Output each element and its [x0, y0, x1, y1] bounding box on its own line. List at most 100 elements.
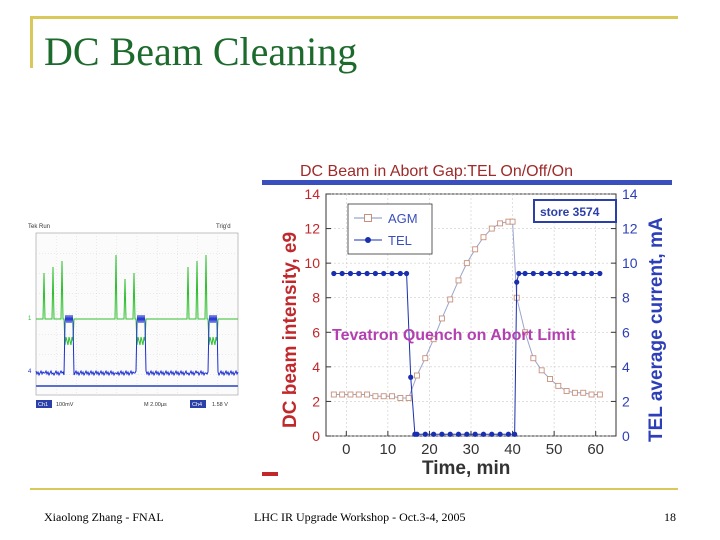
data-point-agm	[509, 218, 516, 225]
data-point-agm	[530, 355, 537, 362]
data-point-agm	[563, 388, 570, 395]
data-point-tel	[530, 270, 536, 277]
scope-label-trigd: Trig'd	[216, 224, 231, 230]
x-axis-label: Time, min	[422, 458, 510, 479]
y2-tick-label: 12	[622, 221, 638, 237]
slide-title: DC Beam Cleaning	[44, 29, 358, 74]
red-marker-bar	[262, 472, 278, 476]
data-point-tel	[339, 270, 345, 277]
y2-axis-ticks: 0 2 4 6 8 10 12 14	[611, 186, 638, 444]
data-point-agm	[580, 389, 587, 396]
data-point-tel	[564, 270, 570, 277]
data-point-tel	[547, 270, 553, 277]
y-tick-label: 14	[304, 186, 320, 202]
y-tick-label: 10	[304, 255, 320, 271]
data-point-agm	[430, 336, 437, 343]
data-point-tel	[408, 374, 414, 380]
data-point-tel	[588, 270, 595, 277]
data-point-tel	[331, 270, 337, 277]
data-point-tel	[580, 270, 586, 277]
data-point-tel	[464, 431, 470, 437]
legend-tel-label: TEL	[388, 233, 412, 248]
y2-tick-label: 14	[622, 186, 638, 202]
x-tick-label: 50	[546, 441, 563, 458]
scope-timebase: M 2.00µs	[144, 402, 167, 408]
scope-grid	[36, 233, 238, 395]
data-point-tel	[480, 431, 487, 437]
y2-tick-label: 8	[622, 290, 630, 306]
scope-label-tek-run: Tek Run	[28, 224, 50, 230]
data-point-tel	[505, 431, 512, 437]
oscilloscope-screenshot: Tek Run Trig'd 1 4 Ch1 100mV M 2.00µs Ch…	[26, 215, 248, 411]
data-point-tel	[364, 270, 370, 277]
y2-axis-label: TEL average current, mA	[646, 217, 667, 442]
legend-tel-marker	[365, 237, 371, 243]
y-tick-label: 4	[312, 359, 320, 375]
footer-author: Xiaolong Zhang - FNAL	[44, 510, 164, 524]
page-number: 18	[664, 510, 676, 524]
x-tick-label: 0	[342, 441, 350, 458]
data-point-tel	[489, 431, 495, 437]
data-point-agm	[555, 382, 562, 389]
store-annotation: store 3574	[540, 205, 600, 219]
data-point-tel	[447, 431, 453, 437]
chart-title: DC Beam in Abort Gap:TEL On/Off/On	[300, 163, 573, 180]
x-tick-label: 10	[380, 441, 397, 458]
data-point-agm	[380, 393, 387, 400]
legend-agm-label: AGM	[388, 211, 418, 226]
data-point-agm	[330, 391, 337, 398]
footer-event: LHC IR Upgrade Workshop - Oct.3-4, 2005	[254, 510, 466, 524]
data-point-tel	[539, 270, 545, 277]
y2-tick-label: 0	[622, 428, 630, 444]
data-point-agm	[414, 372, 420, 379]
data-point-agm	[522, 329, 528, 336]
title-rule-left	[30, 16, 33, 68]
tel-beam-chart: DC Beam in Abort Gap:TEL On/Off/On 0 10 20…	[262, 163, 672, 479]
y-axis-label: DC beam intensity, e9	[280, 232, 301, 428]
data-point-tel	[347, 270, 354, 277]
y2-tick-label: 4	[622, 359, 630, 375]
legend-agm-marker	[364, 214, 372, 222]
data-point-tel	[439, 431, 445, 437]
y2-tick-label: 10	[622, 255, 638, 271]
y-tick-label: 12	[304, 221, 320, 237]
data-point-agm	[472, 246, 479, 253]
scope-ch1-scale: 100mV	[56, 402, 74, 408]
data-point-tel	[514, 279, 520, 285]
data-point-tel	[430, 431, 437, 437]
data-point-tel	[522, 270, 528, 277]
data-point-agm	[397, 395, 404, 401]
data-point-tel	[512, 431, 518, 437]
scope-trace-blue	[35, 314, 239, 377]
y-tick-label: 2	[312, 393, 320, 409]
chart-grid	[326, 193, 616, 437]
scope-ch4-label: Ch4	[192, 402, 202, 408]
data-point-agm	[447, 296, 454, 303]
data-point-tel	[403, 270, 410, 277]
data-point-agm	[455, 277, 462, 284]
data-point-agm	[364, 391, 371, 398]
x-tick-label: 20	[421, 441, 438, 458]
y2-tick-label: 6	[622, 324, 630, 340]
data-point-agm	[355, 391, 362, 398]
data-point-tel	[381, 270, 387, 277]
data-point-tel	[372, 270, 378, 277]
y-tick-label: 8	[312, 290, 320, 306]
chart-series	[330, 218, 603, 437]
scope-ch1-badge	[36, 400, 52, 408]
x-axis-ticks: 0 10 20 30 40 50 60	[342, 431, 604, 458]
data-point-agm	[347, 391, 354, 398]
y-tick-label: 6	[312, 324, 320, 340]
data-point-agm	[596, 391, 603, 398]
data-point-tel	[572, 270, 578, 277]
footer-rule	[30, 488, 678, 490]
data-point-tel	[422, 431, 428, 437]
data-point-tel	[555, 270, 561, 277]
data-point-agm	[547, 376, 553, 382]
quench-annotation: Tevatron Quench on Abort Limit	[332, 327, 576, 344]
data-point-tel	[356, 270, 362, 277]
data-point-tel	[455, 431, 462, 437]
data-point-agm	[463, 260, 470, 267]
data-point-agm	[438, 315, 445, 322]
series-line-agm	[333, 221, 600, 399]
